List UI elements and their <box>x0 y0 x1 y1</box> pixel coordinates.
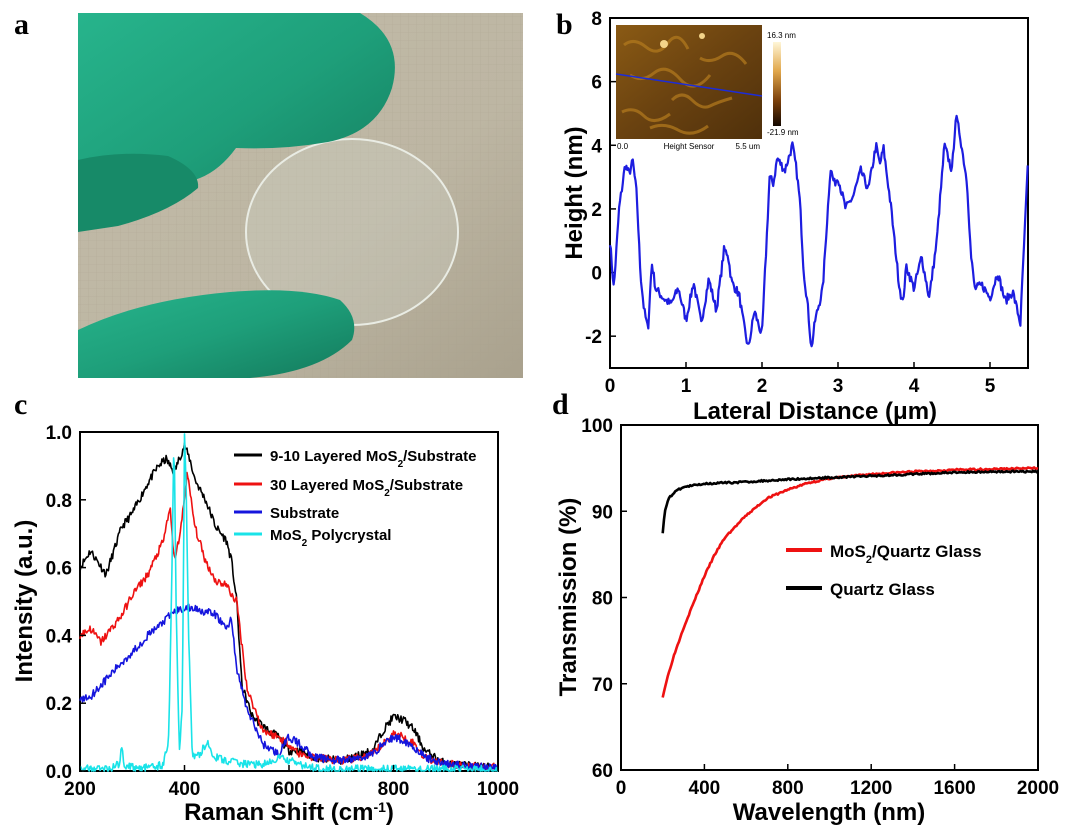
panel-label-b: b <box>556 8 573 41</box>
y-tick-label-c: 0.4 <box>46 626 73 647</box>
x-tick-label-b: 2 <box>757 376 768 397</box>
x-tick-label-b: 5 <box>985 376 996 397</box>
x-tick-label-c: 400 <box>169 779 201 800</box>
glove-knuckle <box>78 153 199 232</box>
y-tick-label-d: 70 <box>592 675 613 696</box>
series-group-c <box>79 433 499 772</box>
panel-label-d: d <box>552 388 569 421</box>
y-tick-label-c: 0.2 <box>46 694 72 715</box>
panel-a-photo <box>78 13 523 378</box>
x-tick-label-b: 3 <box>833 376 844 397</box>
x-tick-label-b: 0 <box>605 376 616 397</box>
x-axis-label-d: Wavelength (nm) <box>733 799 925 826</box>
y-tick-label-b: 2 <box>591 200 602 221</box>
y-tick-label-b: 8 <box>591 9 602 30</box>
x-ticks-d: 0 400 800 1200 1600 2000 <box>616 764 1059 799</box>
panel-c-chart: 0.0 0.2 0.4 0.6 0.8 1.0 200 400 600 800 1000 Rama… <box>11 423 519 826</box>
afm-profile-line <box>615 73 763 97</box>
y-tick-label-c: 0.6 <box>46 559 72 580</box>
x-tick-label-c: 200 <box>64 779 96 800</box>
afm-x-caption: Height Sensor <box>664 142 715 151</box>
x-tick-label-b: 1 <box>681 376 692 397</box>
legend-label-c-4: MoS2 Polycrystal <box>270 527 391 549</box>
x-tick-label-d: 800 <box>772 778 804 799</box>
y-axis-label-c: Intensity (a.u.) <box>11 520 38 683</box>
panel-label-a: a <box>14 8 29 41</box>
x-axis-label-b: Lateral Distance (μm) <box>693 398 937 425</box>
y-tick-label-d: 90 <box>592 502 613 523</box>
y-tick-label-d: 100 <box>581 416 613 437</box>
panel-d-chart: 60 70 80 90 100 0 400 800 1200 1600 2000 Waveleng… <box>555 416 1059 826</box>
x-tick-label-d: 400 <box>689 778 721 799</box>
series-group-b <box>608 114 1029 348</box>
x-tick-label-d: 1600 <box>933 778 975 799</box>
series-line-d-2 <box>661 469 1038 534</box>
y-ticks-c: 0.0 0.2 0.4 0.6 0.8 1.0 <box>46 423 86 783</box>
y-tick-label-c: 0.0 <box>46 762 72 783</box>
series-line-b-1 <box>608 114 1029 348</box>
x-ticks-b: 0 1 2 3 4 5 <box>605 362 996 397</box>
y-tick-label-b: -2 <box>585 327 602 348</box>
series-line-c-3 <box>79 603 499 772</box>
y-axis-label-b: Height (nm) <box>561 126 588 259</box>
y-tick-label-c: 1.0 <box>46 423 72 444</box>
x-tick-label-c: 1000 <box>477 779 519 800</box>
legend-label-c-2: 30 Layered MoS2/Substrate <box>270 477 463 499</box>
legend-label-d-1: MoS2/Quartz Glass <box>830 542 982 566</box>
y-tick-label-c: 0.8 <box>46 491 72 512</box>
legend-c: 9-10 Layered MoS2/Substrate 30 Layered M… <box>234 448 476 549</box>
afm-inset: 0.0 Height Sensor 5.5 um 16.3 nm -21.9 n… <box>615 25 799 151</box>
legend-label-c-1: 9-10 Layered MoS2/Substrate <box>270 448 476 470</box>
series-group-d <box>661 466 1039 698</box>
panel-b-chart: -2 0 2 4 6 8 0 1 2 3 4 5 Lateral Distance (μm) Hei… <box>561 9 1029 425</box>
y-tick-label-b: 0 <box>591 264 602 285</box>
y-tick-label-d: 80 <box>592 589 613 610</box>
x-tick-label-c: 800 <box>378 779 410 800</box>
y-ticks-b: -2 0 2 4 6 8 <box>585 9 616 348</box>
x-ticks-c: 200 400 600 800 1000 <box>64 765 519 800</box>
y-tick-label-b: 6 <box>591 73 602 94</box>
x-tick-label-d: 0 <box>616 778 627 799</box>
afm-x-end: 5.5 um <box>736 142 761 151</box>
x-tick-label-d: 1200 <box>850 778 892 799</box>
afm-color-scale <box>773 42 781 126</box>
y-ticks-d: 60 70 80 90 100 <box>581 416 627 782</box>
legend-label-d-2: Quartz Glass <box>830 580 935 599</box>
y-tick-label-d: 60 <box>592 761 613 782</box>
legend-label-c-3: Substrate <box>270 505 339 522</box>
x-tick-label-c: 600 <box>273 779 305 800</box>
panel-label-c: c <box>14 388 27 421</box>
series-line-c-1 <box>79 442 499 771</box>
x-tick-label-b: 4 <box>909 376 920 397</box>
x-axis-label-c: Raman Shift (cm-1) <box>184 799 394 826</box>
y-axis-label-d: Transmission (%) <box>555 498 582 697</box>
x-tick-label-d: 2000 <box>1017 778 1059 799</box>
legend-d: MoS2/Quartz Glass Quartz Glass <box>786 542 982 599</box>
glove-thumb <box>78 290 355 378</box>
y-tick-label-b: 4 <box>591 136 602 157</box>
afm-scale-min: -21.9 nm <box>767 128 799 137</box>
series-line-c-4 <box>79 433 499 772</box>
plot-frame-b <box>609 17 1029 369</box>
afm-x-start: 0.0 <box>617 142 629 151</box>
afm-scale-max: 16.3 nm <box>767 31 796 40</box>
